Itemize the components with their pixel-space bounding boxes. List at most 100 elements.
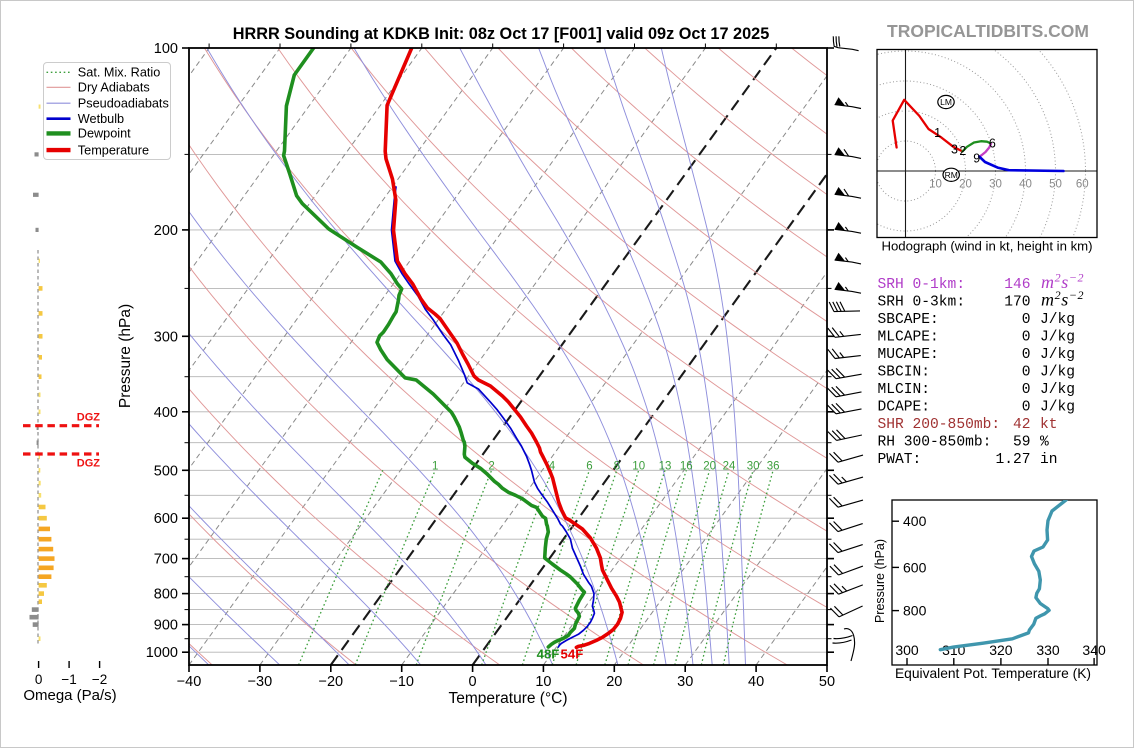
svg-text:60: 60: [1076, 179, 1089, 191]
svg-text:MLCAPE:: MLCAPE:: [878, 330, 939, 346]
svg-text:30: 30: [747, 461, 760, 473]
svg-text:50: 50: [819, 674, 835, 690]
svg-text:400: 400: [154, 405, 178, 421]
svg-text:Dry Adiabats: Dry Adiabats: [78, 81, 150, 95]
svg-text:20: 20: [959, 179, 972, 191]
svg-text:MLCIN:: MLCIN:: [878, 382, 931, 398]
svg-text:100: 100: [154, 41, 178, 57]
svg-text:500: 500: [154, 463, 178, 479]
svg-text:SRH 0-3km:: SRH 0-3km:: [878, 295, 966, 311]
svg-text:DCAPE:: DCAPE:: [878, 400, 931, 416]
svg-text:200: 200: [154, 223, 178, 239]
svg-text:0: 0: [1022, 382, 1031, 398]
svg-text:54F: 54F: [561, 646, 584, 661]
svg-text:4: 4: [549, 461, 556, 473]
svg-text:Temperature: Temperature: [78, 143, 149, 157]
svg-text:340: 340: [1082, 642, 1106, 658]
svg-text:−1: −1: [61, 672, 76, 687]
svg-text:RM: RM: [945, 170, 958, 180]
svg-text:Temperature (°C): Temperature (°C): [448, 690, 567, 707]
svg-text:59: 59: [1013, 435, 1031, 451]
svg-text:8: 8: [614, 461, 620, 473]
svg-text:16: 16: [680, 461, 693, 473]
svg-text:0: 0: [35, 672, 43, 687]
svg-text:Pressure (hPa): Pressure (hPa): [117, 304, 134, 408]
svg-text:30: 30: [677, 674, 693, 690]
svg-text:m2s−2: m2s−2: [1041, 271, 1084, 293]
svg-text:36: 36: [767, 461, 780, 473]
svg-text:0: 0: [1022, 347, 1031, 363]
svg-text:2: 2: [959, 144, 966, 158]
svg-text:2: 2: [488, 461, 494, 473]
svg-text:700: 700: [154, 552, 178, 568]
svg-text:−10: −10: [389, 674, 414, 690]
svg-text:50: 50: [1049, 179, 1062, 191]
svg-text:kt: kt: [1040, 417, 1058, 433]
svg-text:SBCAPE:: SBCAPE:: [878, 312, 939, 328]
svg-text:PWAT:: PWAT:: [878, 452, 922, 468]
svg-text:J/kg: J/kg: [1040, 365, 1075, 381]
svg-text:20: 20: [703, 461, 716, 473]
svg-text:−2: −2: [92, 672, 107, 687]
svg-text:800: 800: [903, 603, 927, 619]
svg-text:170: 170: [1004, 295, 1030, 311]
svg-text:1: 1: [432, 461, 438, 473]
svg-text:in: in: [1040, 452, 1058, 468]
svg-text:Hodograph (wind in kt, height: Hodograph (wind in kt, height in km): [881, 239, 1092, 254]
svg-text:J/kg: J/kg: [1040, 400, 1075, 416]
svg-text:SHR 200-850mb:: SHR 200-850mb:: [878, 417, 1001, 433]
svg-text:HRRR Sounding at KDKB Init: 08: HRRR Sounding at KDKB Init: 08z Oct 17 […: [233, 25, 770, 43]
svg-text:J/kg: J/kg: [1040, 330, 1075, 346]
svg-text:J/kg: J/kg: [1040, 347, 1075, 363]
svg-text:13: 13: [659, 461, 672, 473]
svg-text:RH 300-850mb:: RH 300-850mb:: [878, 435, 992, 451]
svg-text:J/kg: J/kg: [1040, 312, 1075, 328]
svg-text:300: 300: [895, 642, 919, 658]
svg-text:0: 0: [1022, 400, 1031, 416]
svg-text:−40: −40: [177, 674, 202, 690]
svg-text:0: 0: [469, 674, 477, 690]
svg-text:1.27: 1.27: [995, 452, 1030, 468]
svg-text:600: 600: [154, 511, 178, 527]
svg-text:900: 900: [154, 618, 178, 634]
svg-text:9: 9: [973, 152, 980, 166]
svg-text:−30: −30: [248, 674, 273, 690]
svg-text:10: 10: [632, 461, 645, 473]
svg-text:1: 1: [934, 126, 941, 140]
svg-text:−20: −20: [318, 674, 343, 690]
svg-text:SRH 0-1km:: SRH 0-1km:: [878, 277, 966, 293]
svg-text:Wetbulb: Wetbulb: [78, 112, 124, 126]
svg-text:6: 6: [586, 461, 592, 473]
svg-text:146: 146: [1004, 277, 1030, 293]
svg-text:Pseudoadiabats: Pseudoadiabats: [78, 97, 169, 111]
svg-text:40: 40: [748, 674, 764, 690]
svg-text:Sat. Mix. Ratio: Sat. Mix. Ratio: [78, 66, 161, 80]
svg-text:10: 10: [535, 674, 551, 690]
svg-text:600: 600: [903, 559, 927, 575]
svg-text:J/kg: J/kg: [1040, 382, 1075, 398]
svg-text:42: 42: [1013, 417, 1031, 433]
svg-text:10: 10: [929, 179, 942, 191]
svg-text:MUCAPE:: MUCAPE:: [878, 347, 939, 363]
svg-text:TROPICALTIDBITS.COM: TROPICALTIDBITS.COM: [887, 21, 1089, 41]
svg-text:0: 0: [1022, 330, 1031, 346]
svg-text:Omega (Pa/s): Omega (Pa/s): [23, 687, 116, 704]
svg-text:330: 330: [1036, 642, 1060, 658]
svg-text:800: 800: [154, 587, 178, 603]
svg-text:6: 6: [989, 137, 996, 151]
svg-text:DGZ: DGZ: [77, 458, 101, 470]
svg-text:LM: LM: [940, 97, 952, 107]
svg-text:DGZ: DGZ: [77, 411, 101, 423]
svg-text:Dewpoint: Dewpoint: [78, 127, 131, 141]
svg-text:48F: 48F: [537, 646, 560, 661]
svg-text:Equivalent Pot. Temperature (K: Equivalent Pot. Temperature (K): [895, 666, 1091, 681]
svg-text:30: 30: [989, 179, 1002, 191]
svg-text:400: 400: [903, 513, 927, 529]
svg-text:20: 20: [606, 674, 622, 690]
svg-text:0: 0: [1022, 312, 1031, 328]
svg-text:3: 3: [951, 143, 958, 157]
svg-text:320: 320: [989, 642, 1013, 658]
svg-text:40: 40: [1019, 179, 1032, 191]
svg-text:1000: 1000: [146, 645, 178, 661]
svg-text:Pressure (hPa): Pressure (hPa): [873, 539, 887, 623]
